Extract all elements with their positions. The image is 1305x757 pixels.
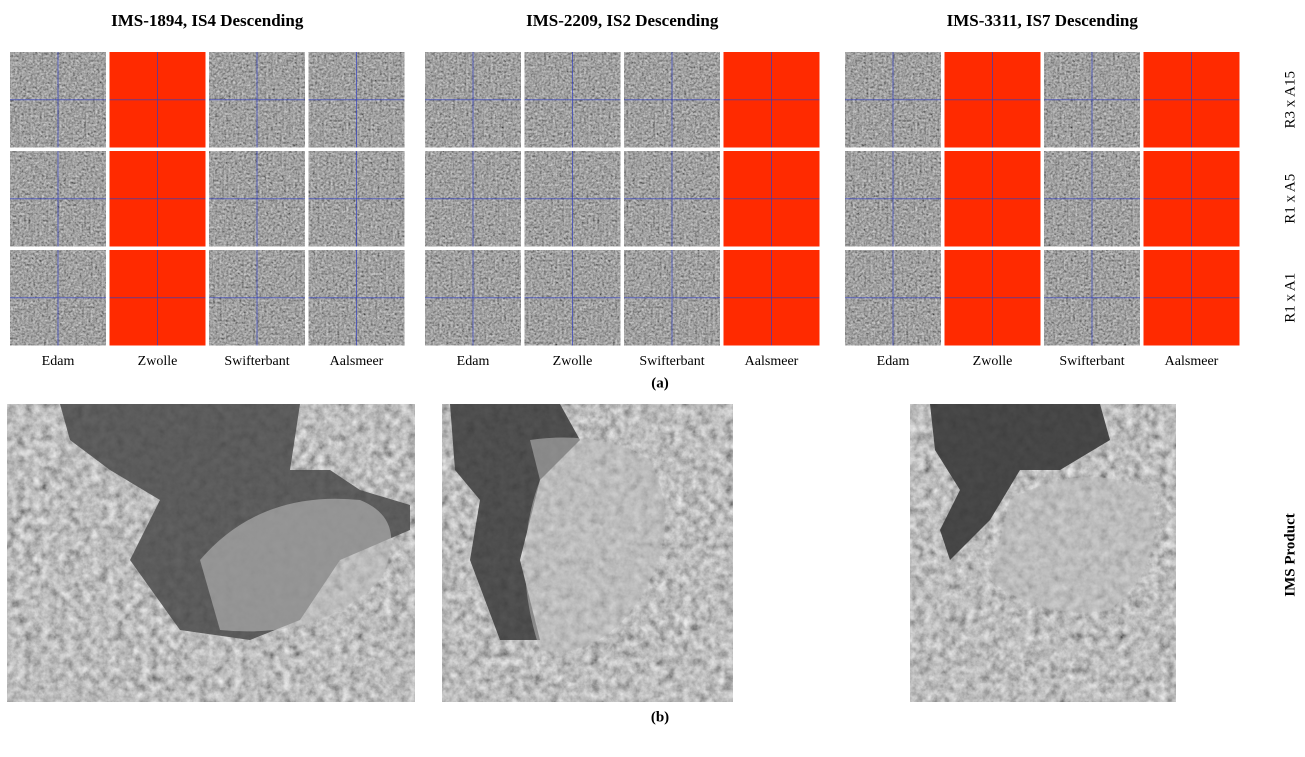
product-image bbox=[7, 404, 415, 702]
column-label: Edam bbox=[42, 354, 75, 369]
column-label: Swifterbant bbox=[1059, 354, 1124, 369]
column-label: Swifterbant bbox=[224, 354, 289, 369]
column-label: Aalsmeer bbox=[330, 354, 384, 369]
column-label: Zwolle bbox=[553, 354, 593, 369]
product-label: IMS Product bbox=[1282, 513, 1298, 596]
panel-title: IMS-3311, IS7 Descending bbox=[947, 11, 1139, 30]
row-label: R3 x A15 bbox=[1282, 71, 1298, 129]
caption-b: (b) bbox=[651, 709, 669, 725]
caption-a: (a) bbox=[651, 375, 669, 391]
column-label: Swifterbant bbox=[639, 354, 704, 369]
panel-title: IMS-1894, IS4 Descending bbox=[111, 11, 304, 30]
product-image bbox=[910, 404, 1176, 702]
panel-title: IMS-2209, IS2 Descending bbox=[526, 11, 719, 30]
column-label: Zwolle bbox=[973, 354, 1013, 369]
row-label: R1 x A5 bbox=[1282, 174, 1298, 224]
column-label: Aalsmeer bbox=[745, 354, 799, 369]
column-label: Edam bbox=[457, 354, 490, 369]
column-label: Aalsmeer bbox=[1165, 354, 1219, 369]
product-image bbox=[442, 404, 733, 702]
row-label: R1 x A1 bbox=[1282, 273, 1298, 323]
column-label: Zwolle bbox=[138, 354, 178, 369]
figure: (a) (b) IMS Product IMS-1894, IS4 Descen… bbox=[0, 0, 1305, 757]
column-label: Edam bbox=[877, 354, 910, 369]
